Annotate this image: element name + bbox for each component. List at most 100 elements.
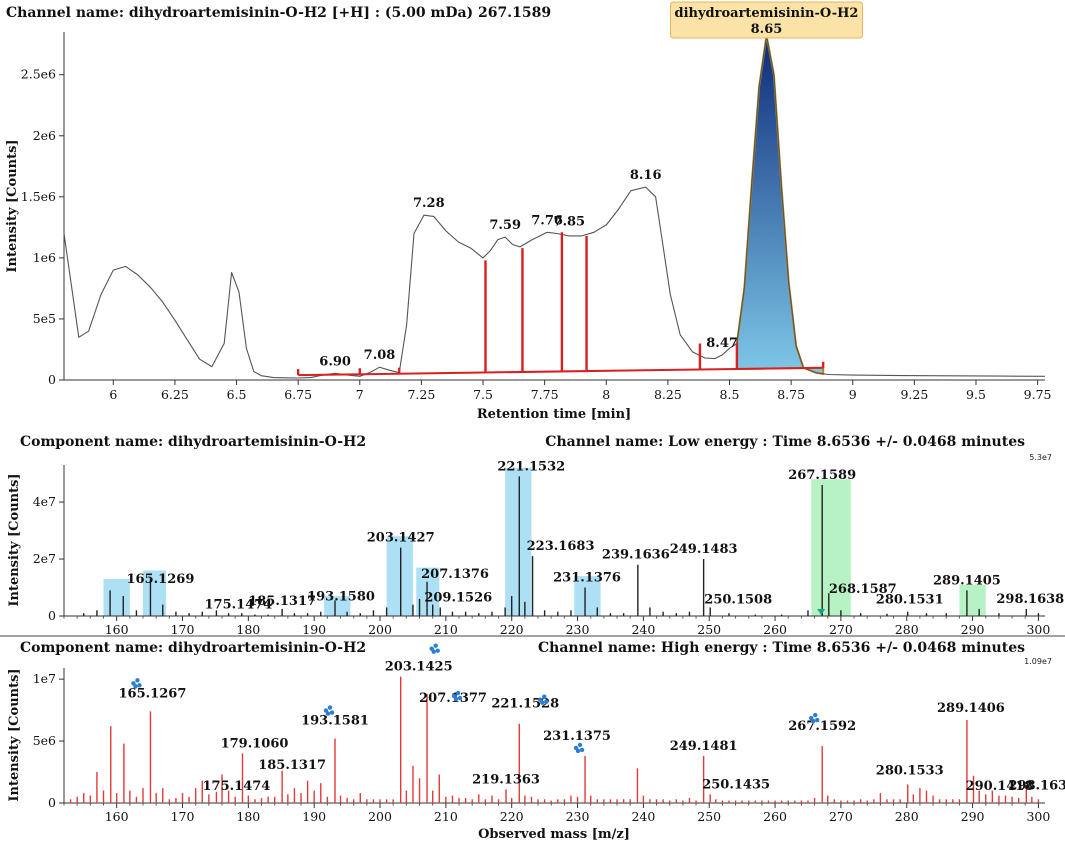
fragment-icon-dot — [575, 748, 581, 754]
highlight-band — [386, 536, 413, 616]
fragment-icon-dot — [133, 684, 138, 689]
chromatogram-peak-label: 8.47 — [706, 336, 738, 351]
highlight-band — [811, 479, 851, 616]
low-energy-marks: 160 170 180 190 200 210 220 230 240 250 260 270 280 2… — [33, 459, 1065, 637]
spectrum-peak-label: 290.1418 — [966, 779, 1034, 794]
chromatogram-x-tick-label: 8.5 — [720, 387, 740, 402]
low-energy-channel-title: Channel name: Low energy : Time 8.6536 +… — [545, 434, 1025, 450]
spectrum-peak-label: 249.1481 — [670, 739, 738, 754]
spectrum-x-tick-label: 190 — [302, 809, 326, 824]
fragment-icon-dot — [577, 742, 583, 748]
chromatogram-title: Channel name: dihydroartemisinin-O-H2 [+… — [6, 5, 551, 21]
fragment-icon-dot — [137, 683, 142, 688]
spectrum-x-tick-label: 160 — [105, 809, 129, 824]
fragment-icon-dot — [815, 717, 820, 723]
high-energy-component-title: Component name: dihydroartemisinin-O-H2 — [20, 640, 366, 656]
chromatogram-y-tick-label: 5e5 — [33, 311, 56, 326]
highlight-band — [103, 578, 130, 616]
spectrum-x-tick-label: 210 — [434, 622, 458, 637]
spectrum-x-tick-label: 280 — [895, 809, 919, 824]
spectrum-peak-label: 289.1405 — [933, 573, 1001, 588]
highlight-band — [324, 596, 351, 616]
highlight-band — [505, 467, 532, 616]
spectrum-peak-label: 280.1533 — [876, 763, 944, 778]
spectrum-y-tick-label: 4e7 — [33, 494, 56, 509]
spectrum-peak-label: 267.1592 — [788, 719, 856, 734]
fragment-icon-dot — [579, 747, 585, 753]
spectrum-peak-label: 231.1375 — [543, 729, 611, 744]
molecule-fragment-icon — [451, 690, 463, 702]
spectrum-peak-label: 209.1526 — [424, 590, 492, 605]
integration-baseline — [298, 366, 824, 377]
high-energy-channel-title: Channel name: High energy : Time 8.6536 … — [538, 640, 1025, 656]
low-energy-spectrum-panel: Component name: dihydroartemisinin-O-H2 … — [7, 434, 1064, 637]
spectrum-peak-label: 223.1683 — [527, 539, 595, 554]
high-energy-marks: 160 170 180 190 200 210 220 230 240 250 260 270 280 2… — [33, 643, 1065, 824]
fragment-icon-dot — [431, 649, 436, 654]
spectrum-peak-label: 280.1531 — [876, 593, 944, 608]
spectrum-x-tick-label: 170 — [171, 622, 195, 637]
fragment-icon-dot — [135, 678, 140, 683]
main-peak-badge-rt: 8.65 — [751, 22, 783, 37]
fragment-icon-dot — [453, 696, 459, 702]
spectrum-peak-label: 185.1317 — [258, 758, 326, 773]
spectrum-x-tick-label: 230 — [566, 809, 590, 824]
precursor-marker — [817, 609, 826, 615]
spectrum-peak-label: 203.1427 — [367, 531, 435, 546]
chromatogram-x-tick-label: 6.5 — [227, 387, 247, 402]
fragment-icon-dot — [542, 694, 547, 699]
spectrum-x-tick-label: 170 — [171, 809, 195, 824]
spectrum-peak-label: 207.1377 — [419, 691, 487, 706]
low-energy-scale-note: 5.3e7 — [1029, 453, 1052, 462]
high-energy-x-axis-label: Observed mass [m/z] — [478, 827, 630, 842]
low-energy-y-axis-label: Intensity [Counts] — [7, 473, 22, 606]
spectrum-x-tick-label: 180 — [236, 809, 260, 824]
molecule-fragment-icon — [573, 742, 585, 754]
chromatogram-x-tick-label: 6.25 — [161, 387, 189, 402]
fragment-icon-dot — [435, 648, 440, 653]
chromatogram-x-tick-label: 7.75 — [531, 387, 559, 402]
molecule-fragment-icon — [323, 705, 335, 716]
spectrum-x-tick-label: 200 — [368, 622, 392, 637]
chromatogram-y-tick-label: 1.5e6 — [21, 189, 56, 204]
chromatogram-x-tick-label: 8 — [602, 387, 610, 402]
chromatogram-panel: Channel name: dihydroartemisinin-O-H2 [+… — [5, 1, 1052, 422]
spectrum-peak-label: 203.1425 — [385, 660, 453, 675]
highlight-band — [574, 576, 601, 616]
spectrum-peak-label: 231.1376 — [553, 571, 621, 586]
spectrum-x-tick-label: 270 — [829, 622, 853, 637]
spectrum-peak-label: 289.1406 — [937, 701, 1005, 716]
spectrum-x-tick-label: 300 — [1026, 809, 1050, 824]
highlight-band — [416, 567, 440, 616]
highlight-band — [143, 570, 167, 616]
spectrum-peak-label: 179.1060 — [221, 736, 289, 751]
chromatogram-x-tick-label: 7.25 — [407, 387, 435, 402]
low-energy-component-title: Component name: dihydroartemisinin-O-H2 — [20, 434, 366, 450]
spectrum-x-tick-label: 240 — [631, 622, 655, 637]
spectrum-y-tick-label: 5e6 — [33, 733, 56, 748]
spectrum-peak-label: 239.1636 — [602, 548, 670, 563]
main-peak-badge — [669, 1, 863, 39]
chromatogram-peak-label: 7.28 — [413, 196, 445, 211]
chromatogram-x-tick-label: 8.25 — [654, 387, 682, 402]
fragment-icon-dot — [455, 690, 461, 696]
spectrum-peak-label: 221.1532 — [497, 459, 565, 474]
fragment-icon-dot — [433, 643, 438, 648]
chromatogram-x-axis-label: Retention time [min] — [477, 407, 631, 422]
spectrum-peak-label: 221.1528 — [491, 697, 559, 712]
spectrum-peak-label: 268.1587 — [829, 582, 897, 597]
chromatogram-peak-label: 7.08 — [364, 348, 396, 363]
spectrum-y-tick-label: 1e7 — [33, 671, 56, 686]
spectrum-y-tick-label: 0 — [48, 795, 56, 810]
spectrum-x-tick-label: 220 — [500, 809, 524, 824]
spectrum-x-tick-label: 260 — [763, 622, 787, 637]
chromatogram-trace — [63, 35, 1046, 379]
chromatogram-x-tick-label: 9.5 — [966, 387, 986, 402]
spectrum-y-tick-label: 0 — [48, 608, 56, 623]
spectrum-peak-label: 219.1363 — [472, 772, 540, 787]
chromatogram-peak-label: 7.59 — [489, 218, 521, 233]
spectrum-peak-label: 207.1376 — [421, 567, 489, 582]
spectrum-x-tick-label: 250 — [697, 622, 721, 637]
spectrum-peak-label: 267.1589 — [788, 468, 856, 483]
molecule-fragment-icon — [538, 694, 549, 705]
